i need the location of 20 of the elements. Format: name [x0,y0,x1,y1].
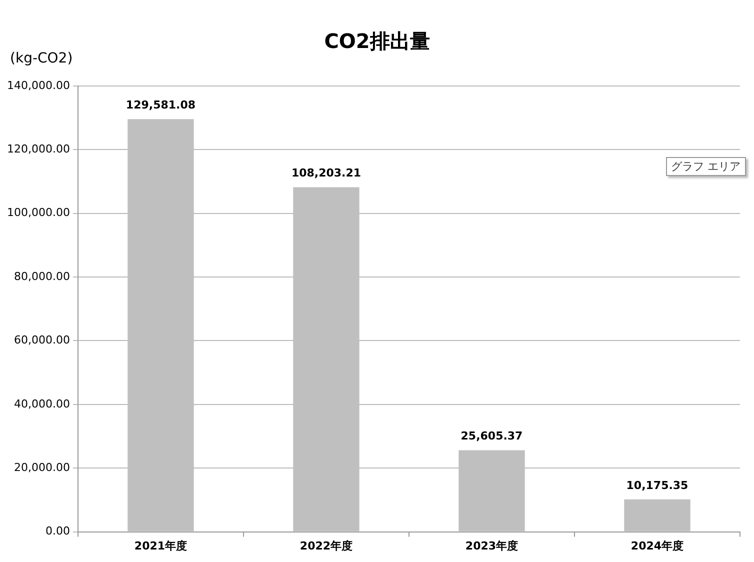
y-tick-label: 0.00 [45,524,70,538]
y-axis-title: (kg-CO2) [10,50,73,67]
data-label: 108,203.21 [291,166,362,180]
chart-title: CO2排出量 [324,29,430,54]
x-tick-label: 2022年度 [300,539,353,552]
data-label: 129,581.08 [126,98,196,112]
bar [624,499,690,532]
y-tick-label: 80,000.00 [14,270,70,283]
data-label: 10,175.35 [626,478,688,492]
data-label: 25,605.37 [460,430,523,443]
annotation: グラフ エリア [666,157,746,176]
x-tick-label: 2024年度 [630,539,684,552]
y-tick-label: 60,000.00 [14,334,70,347]
y-tick-label: 140,000.00 [6,78,70,92]
y-tick-label: 100,000.00 [6,206,70,220]
x-tick-label: 2023年度 [465,539,518,552]
y-tick-label: 120,000.00 [6,142,70,156]
x-tick-label: 2021年度 [134,539,188,552]
y-tick-label: 40,000.00 [14,397,70,410]
y-tick-label: 20,000.00 [14,460,70,474]
